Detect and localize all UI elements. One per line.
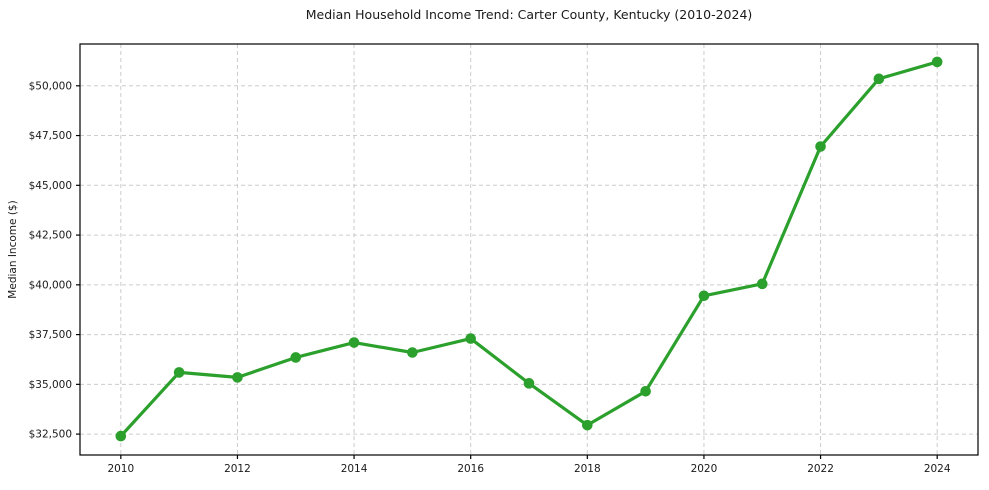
y-tick-label: $45,000: [29, 180, 72, 192]
y-tick-label: $37,500: [29, 329, 72, 341]
x-tick-label: 2014: [341, 463, 368, 475]
x-tick-label: 2024: [924, 463, 951, 475]
data-point: [348, 337, 360, 348]
y-tick-label: $40,000: [29, 279, 72, 291]
data-point: [582, 419, 593, 431]
chart-title: Median Household Income Trend: Carter Co…: [305, 7, 753, 22]
data-point: [756, 278, 768, 290]
plot-border: [79, 43, 979, 456]
x-tick-label: 2012: [224, 463, 251, 475]
data-point: [640, 386, 651, 397]
data-point: [523, 378, 535, 389]
data-point: [698, 290, 710, 302]
y-tick-label: $42,500: [29, 230, 72, 242]
data-point: [465, 333, 476, 344]
data-point: [290, 352, 302, 363]
data-point: [931, 56, 943, 68]
data-point: [407, 347, 418, 358]
data-point: [173, 367, 185, 378]
y-tick-label: $35,000: [29, 379, 72, 391]
y-tick-label: $32,500: [29, 429, 72, 441]
x-tick-label: 2020: [691, 463, 718, 475]
data-point: [815, 141, 826, 152]
data-point: [115, 430, 127, 442]
x-tick-label: 2016: [457, 463, 484, 475]
x-tick-label: 2018: [574, 463, 601, 475]
x-tick-label: 2022: [807, 463, 834, 475]
y-tick-label: $50,000: [29, 80, 72, 92]
y-axis-label: Median Income ($): [7, 200, 19, 298]
data-point: [873, 73, 885, 85]
y-tick-label: $47,500: [29, 130, 72, 142]
data-point: [232, 372, 243, 383]
x-tick-label: 2010: [107, 463, 134, 475]
